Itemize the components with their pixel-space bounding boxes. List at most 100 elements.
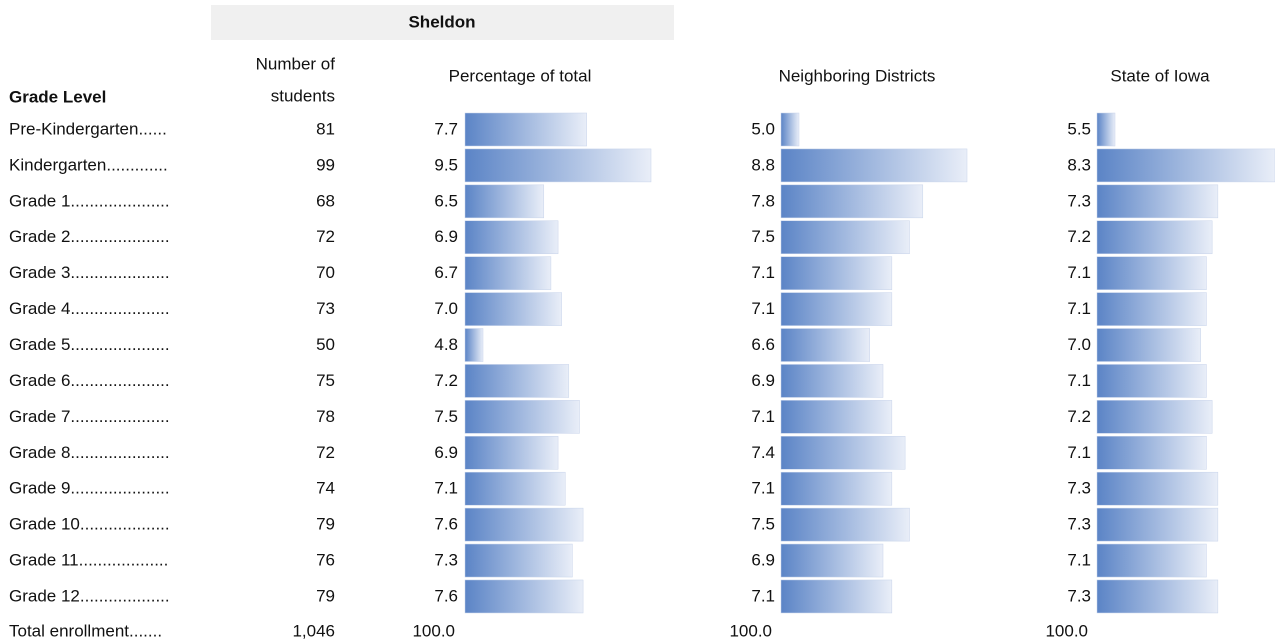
column-header: students — [271, 86, 335, 105]
percent-value: 7.6 — [434, 515, 458, 534]
data-bar — [1096, 507, 1219, 542]
total-percent: 100.0 — [412, 621, 455, 640]
data-bar — [780, 220, 910, 255]
percent-value: 7.2 — [1067, 407, 1091, 426]
percent-value: 7.7 — [434, 119, 458, 138]
data-bar — [464, 543, 573, 578]
percent-value: 8.3 — [1067, 155, 1091, 174]
student-count: 76 — [316, 551, 335, 570]
percent-value: 6.9 — [434, 443, 458, 462]
data-bar — [1096, 328, 1201, 362]
student-count: 73 — [316, 299, 335, 318]
data-bar — [464, 579, 584, 614]
percent-value: 6.7 — [434, 263, 458, 282]
data-bar — [464, 148, 652, 183]
grade-label: Grade 12................... — [9, 586, 170, 605]
data-bar — [1096, 184, 1219, 219]
group-header-bg — [211, 5, 674, 40]
percent-value: 7.3 — [434, 551, 458, 570]
percent-value: 7.3 — [1067, 191, 1091, 210]
data-bar — [780, 184, 924, 219]
percent-value: 7.1 — [751, 586, 775, 605]
percent-value: 7.1 — [751, 263, 775, 282]
percent-value: 8.8 — [751, 155, 775, 174]
data-bar — [1096, 543, 1207, 578]
student-count: 74 — [316, 479, 335, 498]
grade-label: Kindergarten............. — [9, 155, 168, 174]
percent-value: 7.1 — [751, 299, 775, 318]
data-bar — [1096, 256, 1207, 290]
data-bar — [1096, 400, 1213, 434]
data-bar — [780, 148, 968, 183]
grade-label: Grade 6..................... — [9, 371, 170, 390]
grade-label: Grade 2..................... — [9, 227, 170, 246]
data-bar — [780, 328, 870, 362]
column-header: Neighboring Districts — [779, 66, 936, 85]
data-bar — [1096, 579, 1219, 614]
grade-label: Grade 11................... — [9, 551, 168, 570]
student-count: 79 — [316, 586, 335, 605]
student-count: 79 — [316, 515, 335, 534]
grade-label: Grade 5..................... — [9, 335, 170, 354]
percent-value: 7.3 — [1067, 515, 1091, 534]
percent-value: 6.9 — [751, 551, 775, 570]
percent-value: 9.5 — [434, 155, 458, 174]
percent-value: 6.9 — [751, 371, 775, 390]
percent-value: 7.6 — [434, 586, 458, 605]
data-bar — [1096, 364, 1207, 398]
column-header: State of Iowa — [1110, 66, 1210, 85]
data-bar — [1096, 436, 1207, 470]
total-label: Total enrollment....... — [9, 621, 162, 640]
total-percent: 100.0 — [729, 621, 772, 640]
percent-value: 6.9 — [434, 227, 458, 246]
percent-value: 7.5 — [751, 515, 775, 534]
student-count: 75 — [316, 371, 335, 390]
data-bar — [780, 292, 893, 326]
percent-value: 5.0 — [751, 119, 775, 138]
data-bar — [464, 328, 484, 362]
data-bar — [1096, 148, 1275, 183]
data-bar — [1096, 292, 1207, 326]
data-bar — [780, 256, 893, 290]
grade-label: Grade 4..................... — [9, 299, 170, 318]
grade-label: Pre-Kindergarten...... — [9, 119, 167, 138]
percent-value: 6.6 — [751, 335, 775, 354]
percent-value: 7.1 — [1067, 551, 1091, 570]
student-count: 50 — [316, 335, 335, 354]
column-header: Number of — [256, 54, 336, 73]
data-bar — [464, 507, 584, 542]
student-count: 70 — [316, 263, 335, 282]
student-count: 68 — [316, 191, 335, 210]
data-bar — [780, 579, 893, 614]
percent-value: 4.8 — [434, 335, 458, 354]
percent-value: 7.1 — [1067, 371, 1091, 390]
student-count: 99 — [316, 155, 335, 174]
percent-value: 7.1 — [751, 479, 775, 498]
grade-label: Grade 8..................... — [9, 443, 170, 462]
data-bar — [464, 184, 545, 219]
grade-label: Grade 7..................... — [9, 407, 170, 426]
percent-value: 7.2 — [1067, 227, 1091, 246]
grade-label: Grade 3..................... — [9, 263, 170, 282]
percent-value: 7.3 — [1067, 586, 1091, 605]
grade-label: Grade 1..................... — [9, 191, 170, 210]
total-percent: 100.0 — [1045, 621, 1088, 640]
data-bar — [464, 112, 587, 147]
data-bar — [780, 112, 800, 147]
data-bar — [780, 436, 906, 470]
column-header: Percentage of total — [449, 66, 592, 85]
grade-label: Grade 10................... — [9, 515, 170, 534]
percent-value: 7.1 — [434, 479, 458, 498]
percent-value: 7.4 — [751, 443, 775, 462]
percent-value: 7.5 — [751, 227, 775, 246]
total-count: 1,046 — [292, 621, 335, 640]
data-bar — [1096, 471, 1219, 506]
percent-value: 6.5 — [434, 191, 458, 210]
data-bar — [464, 220, 559, 255]
percent-value: 7.2 — [434, 371, 458, 390]
percent-value: 7.0 — [1067, 335, 1091, 354]
data-bar — [780, 471, 893, 506]
data-bar — [780, 400, 893, 434]
student-count: 72 — [316, 227, 335, 246]
